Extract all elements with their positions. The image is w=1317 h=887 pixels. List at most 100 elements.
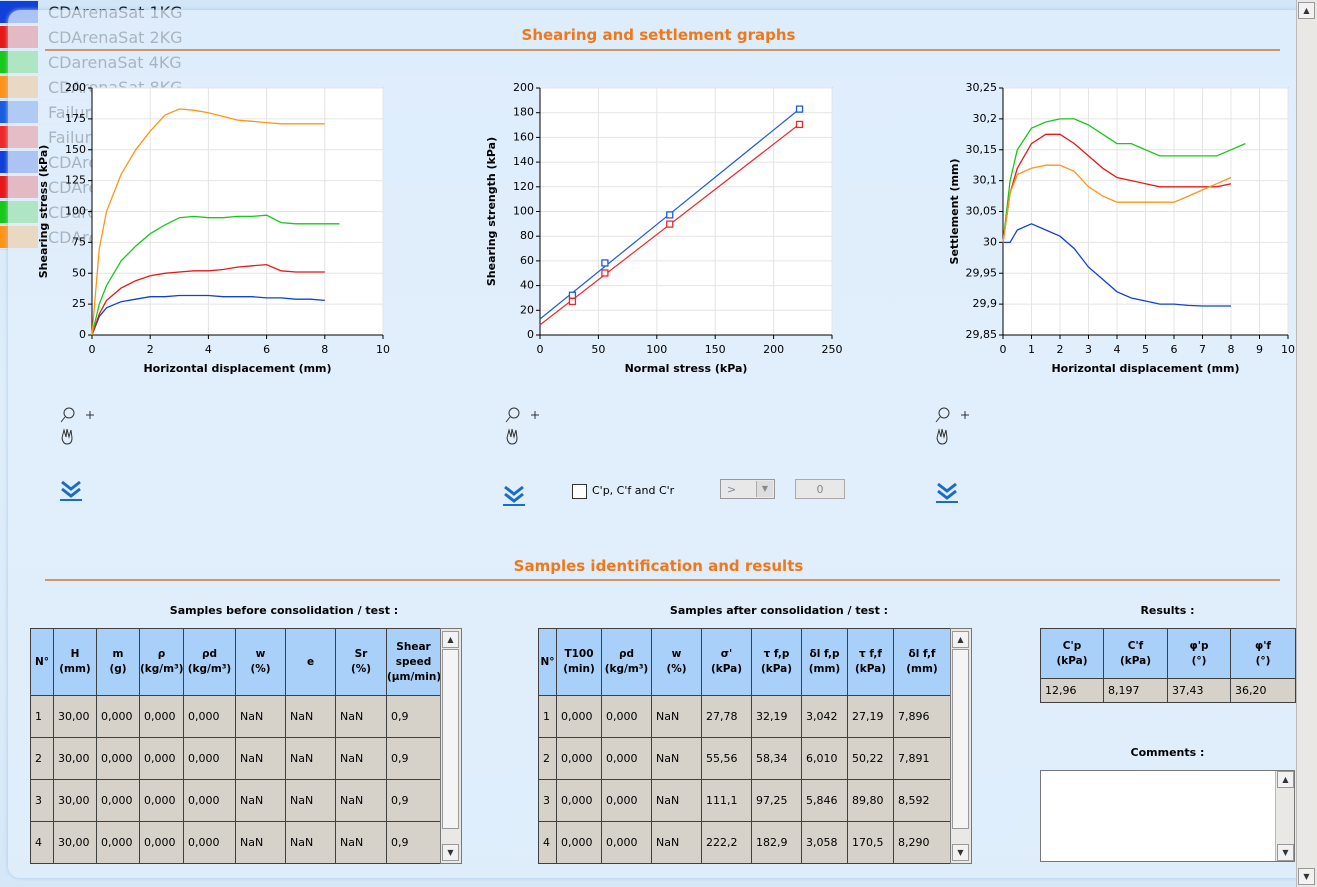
- scroll-up[interactable]: ▲: [1298, 2, 1315, 19]
- pan-icon[interactable]: [937, 429, 947, 444]
- column-header: w(%): [652, 629, 702, 696]
- data-point: [667, 221, 673, 227]
- header-line: N°: [31, 655, 53, 670]
- header-line: Sr: [336, 647, 386, 662]
- column-header: δl f,p(mm): [802, 629, 848, 696]
- column-header: C'p(kPa): [1041, 629, 1104, 679]
- scrollbar[interactable]: ▲▼: [1296, 0, 1317, 887]
- threshold-input[interactable]: 0: [795, 479, 845, 499]
- x-tick-label: 250: [822, 343, 843, 356]
- data-table: N°T100(min)ρd(kg/m³)w(%)σ'(kPa)τ f,p(kPa…: [538, 628, 951, 864]
- cell: NaN: [652, 780, 702, 822]
- comments-box[interactable]: ▲▼: [1040, 770, 1295, 862]
- y-tick-label: 25: [72, 297, 86, 310]
- cell: NaN: [236, 822, 286, 864]
- scroll-down[interactable]: ▼: [1298, 868, 1315, 885]
- cell: 1: [539, 696, 557, 738]
- cell: 50,22: [848, 738, 894, 780]
- column-header: m(g): [97, 629, 140, 696]
- header-line: (mm): [894, 662, 950, 677]
- data-point: [797, 121, 803, 127]
- column-header: C'f(kPa): [1104, 629, 1168, 679]
- x-tick-label: 10: [376, 343, 390, 356]
- y-tick-label: 100: [65, 205, 86, 218]
- cell: 0,000: [557, 780, 602, 822]
- cell: 0,9: [387, 738, 441, 780]
- checkbox[interactable]: [572, 484, 587, 499]
- header-line: (kPa): [752, 662, 801, 677]
- collapse-icon[interactable]: [503, 487, 525, 505]
- column-header: ρd(kg/m³): [184, 629, 236, 696]
- column-header: Shearspeed(µm/min): [387, 629, 441, 696]
- column-header: ρd(kg/m³): [602, 629, 652, 696]
- header-line: (kg/m³): [602, 662, 651, 677]
- cell: 7,891: [894, 738, 951, 780]
- zoom-icon[interactable]: [61, 408, 94, 422]
- x-tick-label: 150: [705, 343, 726, 356]
- scroll-thumb[interactable]: [442, 649, 459, 829]
- scroll-thumb[interactable]: [952, 649, 969, 829]
- scroll-down[interactable]: ▼: [442, 844, 459, 861]
- scroll-up[interactable]: ▲: [952, 631, 969, 648]
- cell: 27,19: [848, 696, 894, 738]
- y-tick-label: 80: [520, 229, 534, 242]
- cell: 0,000: [97, 738, 140, 780]
- column-header: ρ(kg/m³): [140, 629, 184, 696]
- cell: 0,000: [97, 696, 140, 738]
- scroll-up[interactable]: ▲: [442, 631, 459, 648]
- x-tick-label: 2: [147, 343, 154, 356]
- header-line: T100: [557, 647, 601, 662]
- cell: 4: [539, 822, 557, 864]
- header-line: φ'p: [1168, 639, 1230, 654]
- header-line: δl f,f: [894, 647, 950, 662]
- column-header: N°: [31, 629, 54, 696]
- scroll-down[interactable]: ▼: [952, 844, 969, 861]
- header-line: φ'f: [1231, 639, 1295, 654]
- pan-icon[interactable]: [507, 429, 517, 444]
- x-tick-label: 4: [205, 343, 212, 356]
- cell: 0,000: [184, 822, 236, 864]
- cell: 5,846: [802, 780, 848, 822]
- x-tick-label: 6: [263, 343, 270, 356]
- header-line: (kPa): [848, 662, 893, 677]
- collapse-icon[interactable]: [60, 482, 82, 500]
- y-tick-label: 29,95: [966, 266, 998, 279]
- operator-select[interactable]: >▼: [720, 479, 775, 499]
- y-tick-label: 120: [513, 180, 534, 193]
- scrollbar[interactable]: ▲▼: [1275, 771, 1294, 861]
- zoom-icon[interactable]: [506, 408, 539, 422]
- cell: 0,000: [97, 780, 140, 822]
- cell: 58,34: [752, 738, 802, 780]
- pan-icon[interactable]: [62, 429, 72, 444]
- y-tick-label: 30,1: [973, 174, 998, 187]
- y-tick-label: 125: [65, 174, 86, 187]
- cell: 3: [539, 780, 557, 822]
- scrollbar[interactable]: ▲▼: [950, 628, 972, 864]
- y-tick-label: 29,9: [973, 297, 998, 310]
- x-axis-title: Horizontal displacement (mm): [143, 362, 331, 375]
- x-tick-label: 5: [1142, 343, 1149, 356]
- header-line: w: [652, 647, 701, 662]
- cell: 182,9: [752, 822, 802, 864]
- header-line: m: [97, 647, 139, 662]
- header-line: Shear: [387, 640, 440, 655]
- cell: 7,896: [894, 696, 951, 738]
- column-header: T100(min): [557, 629, 602, 696]
- y-tick-label: 40: [520, 279, 534, 292]
- x-axis-title: Normal stress (kPa): [625, 362, 748, 375]
- zoom-icon[interactable]: [936, 408, 969, 422]
- collapse-icon[interactable]: [936, 484, 958, 502]
- scrollbar[interactable]: ▲▼: [440, 628, 462, 864]
- column-header: H(mm): [54, 629, 97, 696]
- header-line: (g): [97, 662, 139, 677]
